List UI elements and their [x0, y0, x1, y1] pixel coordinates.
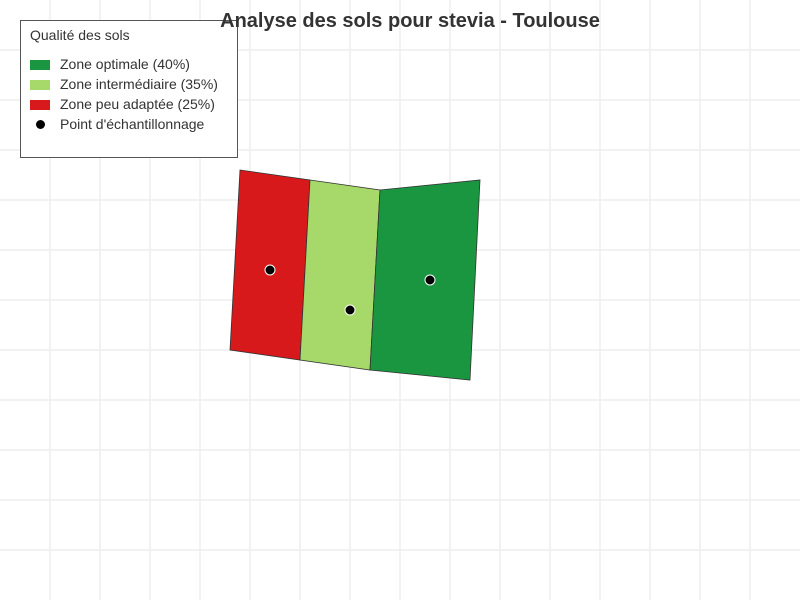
legend-label: Point d'échantillonnage	[60, 116, 205, 132]
light-green-swatch-icon	[30, 80, 50, 90]
sampling-point[interactable]	[264, 264, 276, 276]
red-swatch-icon	[30, 100, 50, 110]
legend-label: Zone optimale (40%)	[60, 56, 190, 72]
green-swatch-icon	[30, 60, 50, 70]
zone-intermediaire[interactable]	[299, 179, 381, 371]
sampling-point[interactable]	[424, 274, 436, 286]
dot-icon	[36, 120, 45, 129]
map-legend: Qualité des sols Zone optimale (40%) Zon…	[20, 20, 238, 158]
sampling-point[interactable]	[344, 304, 356, 316]
legend-label: Zone intermédiaire (35%)	[60, 76, 218, 92]
legend-label: Zone peu adaptée (25%)	[60, 96, 215, 112]
map-title: Analyse des sols pour stevia - Toulouse	[220, 10, 600, 32]
legend-title: Qualité des sols	[30, 27, 130, 43]
